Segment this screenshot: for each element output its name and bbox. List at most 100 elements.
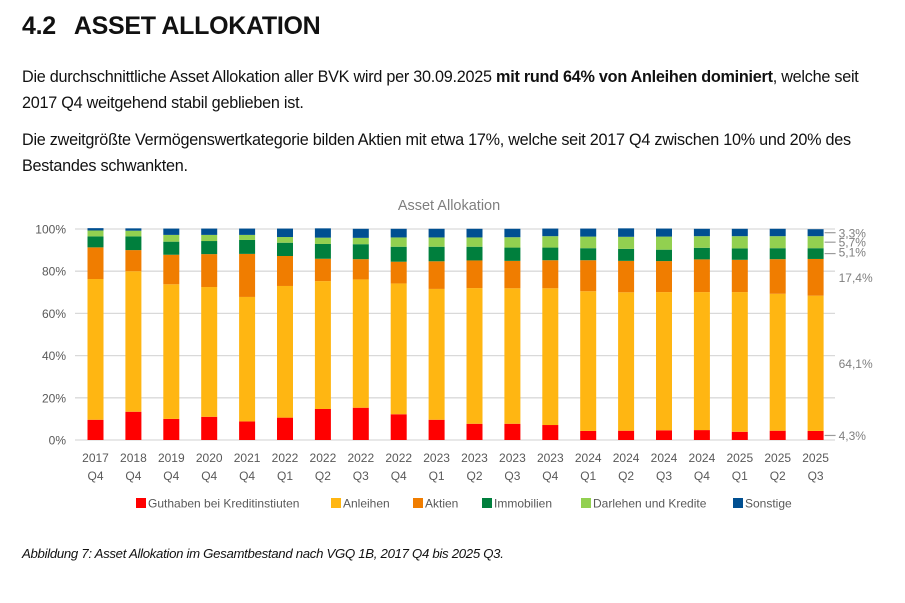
y-tick-label: 80% xyxy=(42,265,66,279)
bar-segment-guthaben-bei-kreditinstiuten xyxy=(239,421,256,440)
legend-item: Anleihen xyxy=(331,497,390,511)
y-tick-label: 0% xyxy=(49,434,67,448)
bar-segment-sonstige xyxy=(428,228,445,238)
bar-segment-guthaben-bei-kreditinstiuten xyxy=(542,425,559,440)
bar-segment-immobilien xyxy=(277,242,293,257)
x-tick-label-year: 2023 xyxy=(537,451,564,465)
bar-segment-darlehen-und-kredite xyxy=(618,236,635,249)
bar-segment-darlehen-und-kredite xyxy=(125,230,142,237)
bar-stack xyxy=(769,228,786,440)
bar-segment-sonstige xyxy=(580,228,597,237)
bar-segment-aktien xyxy=(352,259,369,280)
x-tick-label-year: 2019 xyxy=(158,451,185,465)
x-tick-label-quarter: Q3 xyxy=(353,469,369,483)
legend-swatch xyxy=(581,498,591,508)
bar-segment-immobilien xyxy=(125,236,142,251)
bar-segment-darlehen-und-kredite xyxy=(352,237,369,245)
x-tick-label-year: 2022 xyxy=(272,451,299,465)
chart-title: Asset Allokation xyxy=(398,198,500,214)
bar-segment-sonstige xyxy=(656,228,672,237)
bar-stack xyxy=(87,228,104,440)
bar-stack xyxy=(428,228,445,440)
bar-segment-sonstige xyxy=(239,228,256,235)
bar-segment-guthaben-bei-kreditinstiuten xyxy=(731,431,748,440)
legend-item: Immobilien xyxy=(482,497,552,511)
bar-segment-sonstige xyxy=(163,228,180,235)
legend-item: Darlehen und Kredite xyxy=(581,497,707,511)
bar-stack xyxy=(656,228,672,440)
bar-stack xyxy=(125,228,142,440)
bar-segment-guthaben-bei-kreditinstiuten xyxy=(314,408,331,440)
section-heading: 4.2 ASSET ALLOKATION xyxy=(22,12,321,41)
bar-segment-immobilien xyxy=(163,241,180,255)
bar-segment-immobilien xyxy=(807,248,824,259)
bar-segment-guthaben-bei-kreditinstiuten xyxy=(163,418,180,440)
x-axis: 2017 Q4 2018 Q4 2019 Q4 2020 Q4 2021 Q4 2022 Q1 2022… xyxy=(82,451,829,483)
bar-segment-immobilien xyxy=(390,246,407,262)
legend-item: Sonstige xyxy=(733,497,792,511)
y-axis: 0% 20% 40% 60% 80% 100% xyxy=(35,223,66,448)
bar-segment-sonstige xyxy=(125,228,142,231)
bar-segment-anleihen xyxy=(87,279,104,420)
bar-segment-immobilien xyxy=(580,248,597,261)
legend-label: Guthaben bei Kreditinstiuten xyxy=(148,497,299,511)
bar-segment-darlehen-und-kredite xyxy=(769,236,786,249)
end-label: 64,1% xyxy=(839,357,873,371)
bar-segment-aktien xyxy=(201,254,218,288)
x-tick-label-year: 2018 xyxy=(120,451,147,465)
bar-segment-anleihen xyxy=(769,293,786,431)
x-tick-label-quarter: Q2 xyxy=(466,469,482,483)
x-tick-label-year: 2021 xyxy=(234,451,261,465)
legend-label: Sonstige xyxy=(745,497,792,511)
x-tick-label-quarter: Q2 xyxy=(618,469,634,483)
bar-segment-guthaben-bei-kreditinstiuten xyxy=(656,430,672,440)
bar-segment-guthaben-bei-kreditinstiuten xyxy=(352,407,369,440)
bar-segment-sonstige xyxy=(542,228,559,237)
legend-label: Aktien xyxy=(425,497,458,511)
bar-segment-immobilien xyxy=(87,236,104,248)
bars xyxy=(87,228,824,440)
bar-segment-anleihen xyxy=(466,288,483,424)
bar-stack xyxy=(693,228,710,440)
bar-segment-sonstige xyxy=(618,228,635,237)
x-tick-label-quarter: Q2 xyxy=(770,469,786,483)
gridlines xyxy=(75,228,835,441)
bar-segment-aktien xyxy=(807,258,824,296)
bar-segment-darlehen-und-kredite xyxy=(542,236,559,248)
bar-stack xyxy=(239,228,256,440)
bar-segment-immobilien xyxy=(352,244,369,260)
bar-segment-aktien xyxy=(390,261,407,284)
bar-segment-sonstige xyxy=(731,228,748,237)
x-tick-label-quarter: Q4 xyxy=(239,469,255,483)
bar-segment-darlehen-und-kredite xyxy=(390,237,407,247)
x-tick-label-quarter: Q3 xyxy=(504,469,520,483)
paragraph-equities: Die zweitgrößte Vermögenswertkategorie b… xyxy=(22,131,851,175)
bar-segment-aktien xyxy=(87,247,104,280)
figure-caption: Abbildung 7: Asset Allokation im Gesamtb… xyxy=(22,546,504,561)
bar-segment-darlehen-und-kredite xyxy=(201,234,218,242)
x-tick-label-year: 2017 xyxy=(82,451,109,465)
bar-segment-darlehen-und-kredite xyxy=(239,234,256,240)
x-tick-label-year: 2025 xyxy=(802,451,829,465)
bar-stack xyxy=(731,228,748,440)
bar-segment-aktien xyxy=(466,260,483,289)
bar-segment-darlehen-und-kredite xyxy=(314,237,331,244)
x-tick-label-quarter: Q1 xyxy=(429,469,445,483)
bar-segment-aktien xyxy=(125,250,142,272)
bar-stack xyxy=(542,228,559,440)
legend-swatch xyxy=(136,498,146,508)
bar-segment-anleihen xyxy=(163,284,180,419)
x-tick-label-quarter: Q4 xyxy=(542,469,558,483)
bar-segment-guthaben-bei-kreditinstiuten xyxy=(504,423,521,440)
bar-segment-anleihen xyxy=(542,288,559,426)
bar-segment-aktien xyxy=(693,259,710,293)
end-label: 5,7% xyxy=(839,236,867,250)
bar-segment-darlehen-und-kredite xyxy=(87,230,104,237)
bar-segment-sonstige xyxy=(390,228,407,238)
bar-segment-aktien xyxy=(314,258,331,282)
bar-segment-immobilien xyxy=(693,247,710,260)
bar-segment-aktien xyxy=(656,261,672,293)
x-tick-label-quarter: Q1 xyxy=(277,469,293,483)
x-tick-label-year: 2022 xyxy=(310,451,337,465)
bar-segment-guthaben-bei-kreditinstiuten xyxy=(390,414,407,440)
